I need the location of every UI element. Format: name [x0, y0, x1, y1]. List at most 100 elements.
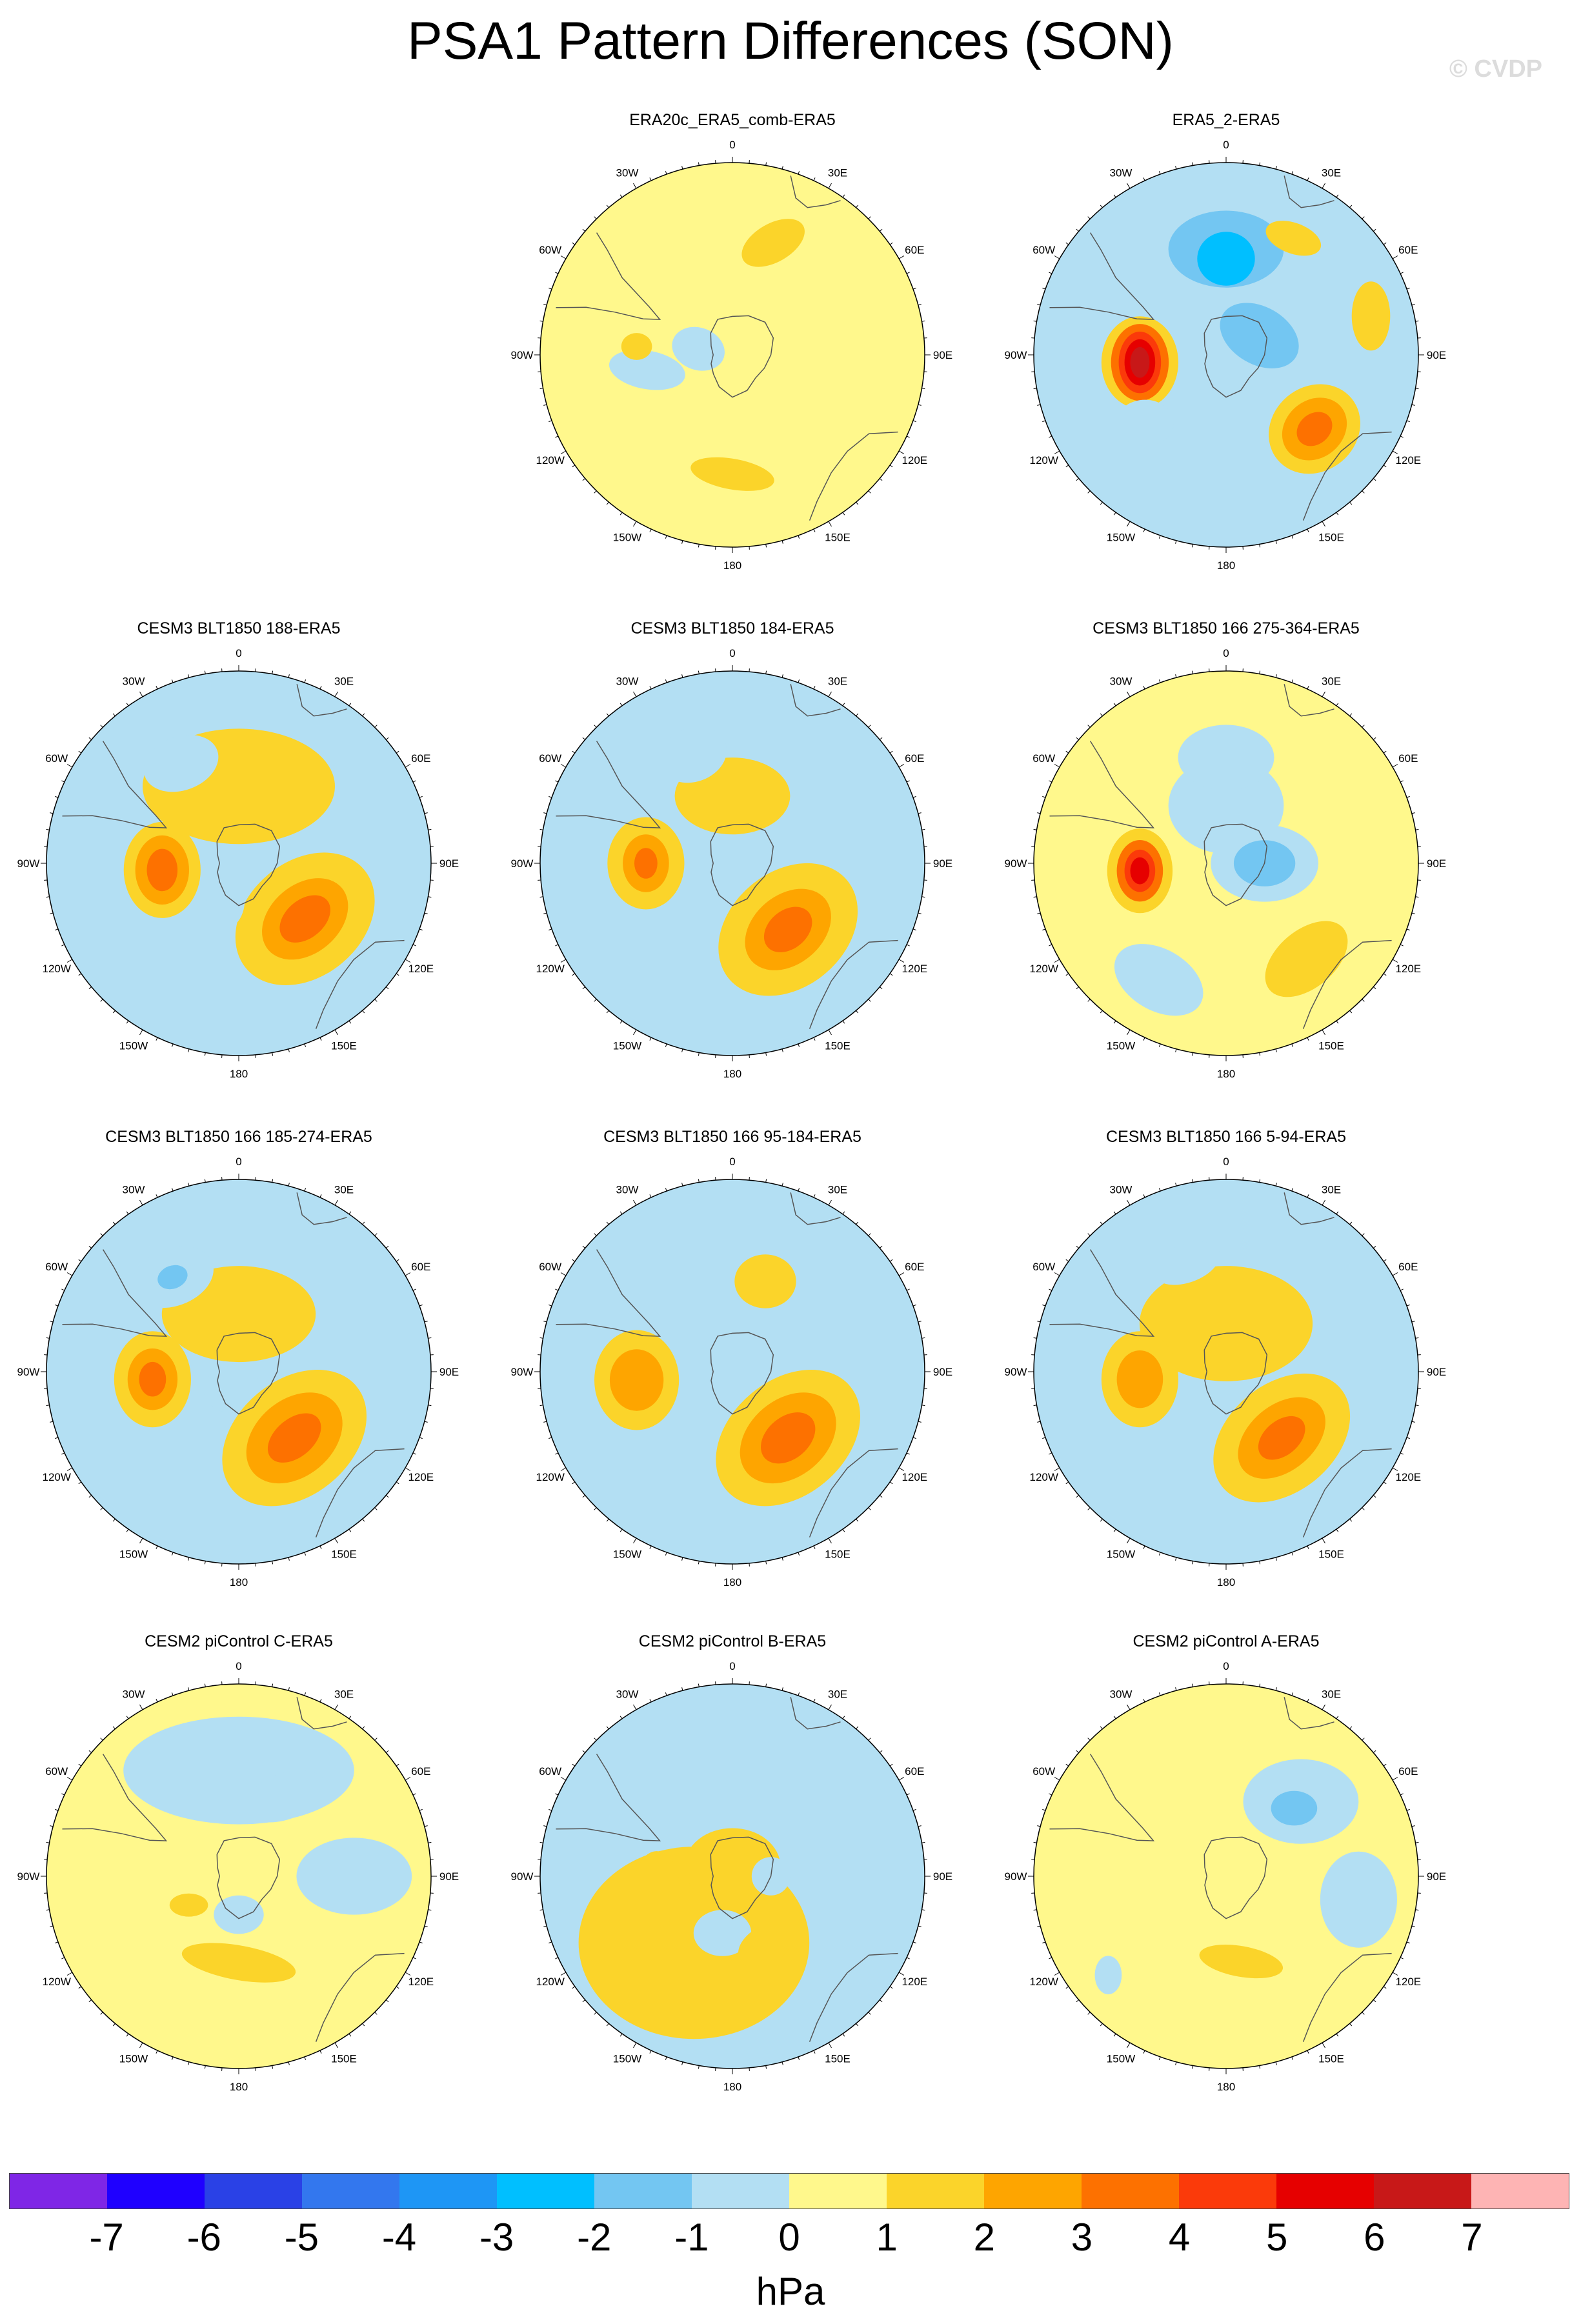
- longitude-label: 150W: [1107, 2052, 1135, 2065]
- longitude-tick: [1383, 1481, 1387, 1485]
- longitude-tick: [918, 912, 921, 914]
- longitude-tick: [385, 737, 389, 740]
- longitude-tick: [66, 1467, 73, 1471]
- longitude-tick: [856, 1221, 859, 1225]
- longitude-tick: [55, 1437, 59, 1439]
- longitude-tick: [100, 1738, 103, 1741]
- longitude-label: 90E: [933, 349, 952, 361]
- longitude-tick: [879, 1245, 883, 1248]
- longitude-tick: [879, 1750, 883, 1753]
- longitude-label: 60W: [539, 1765, 561, 1778]
- longitude-tick: [1143, 2050, 1145, 2054]
- longitude-tick: [549, 928, 552, 931]
- longitude-tick: [139, 2042, 143, 2049]
- polar-map: 0 30E 60E 90E 120E 150E 180 150W 120W 90W 60W 30W: [17, 1156, 459, 1588]
- longitude-label: 30W: [1110, 167, 1133, 179]
- longitude-tick: [1406, 1304, 1410, 1307]
- longitude-tick: [889, 1481, 893, 1485]
- longitude-tick: [1033, 1405, 1037, 1407]
- longitude-tick: [1411, 1925, 1415, 1927]
- longitude-tick: [813, 2050, 816, 2054]
- longitude-tick: [856, 1010, 859, 1014]
- longitude-tick: [1076, 1495, 1080, 1498]
- longitude-tick: [1191, 1561, 1193, 1565]
- colorbar-cell: [399, 2174, 497, 2209]
- colorbar-cell: [984, 2174, 1082, 2209]
- longitude-tick: [1349, 713, 1353, 717]
- longitude-tick: [139, 691, 143, 697]
- longitude-tick: [1037, 1825, 1041, 1827]
- africa-coastline: [1284, 1697, 1334, 1730]
- longitude-tick: [1400, 1957, 1404, 1959]
- australia-coastline: [809, 431, 898, 521]
- map-panel: CESM3 BLT1850 184-ERA5 0 30E 60E 90E 120E 150E…: [494, 618, 971, 1108]
- polar-map: 0 30E 60E 90E 120E 150E 180 150W 120W 90W 60W 30W: [511, 139, 953, 572]
- colorbar-tick-label: 5: [1265, 2216, 1288, 2259]
- positive-anomaly-contour: [609, 1349, 664, 1411]
- longitude-tick: [66, 1972, 73, 1976]
- longitude-tick: [288, 674, 290, 678]
- longitude-tick: [1322, 1199, 1325, 1206]
- longitude-tick: [842, 512, 845, 516]
- longitude-tick: [288, 2061, 290, 2065]
- longitude-tick: [582, 1245, 586, 1248]
- longitude-tick: [319, 1545, 322, 1549]
- longitude-tick: [1400, 1452, 1404, 1455]
- longitude-label: 30E: [1322, 1688, 1341, 1701]
- longitude-tick: [112, 1726, 116, 1730]
- longitude-tick: [606, 1010, 609, 1014]
- longitude-tick: [1065, 1481, 1069, 1485]
- longitude-label: 180: [1217, 2081, 1235, 2093]
- longitude-tick: [1392, 959, 1398, 963]
- longitude-tick: [765, 544, 767, 548]
- longitude-tick: [61, 1288, 65, 1291]
- longitude-tick: [649, 1545, 652, 1549]
- longitude-tick: [1127, 521, 1131, 527]
- longitude-tick: [272, 1052, 274, 1056]
- longitude-tick: [272, 670, 274, 674]
- longitude-tick: [549, 287, 552, 290]
- longitude-label: 120E: [901, 1976, 927, 1988]
- longitude-tick: [66, 959, 73, 963]
- negative-anomaly-contour: [693, 1910, 752, 1956]
- longitude-label: 30W: [1110, 1688, 1133, 1701]
- longitude-tick: [898, 764, 905, 768]
- longitude-tick: [1362, 1738, 1365, 1741]
- longitude-tick: [55, 796, 59, 798]
- longitude-tick: [396, 1763, 399, 1767]
- longitude-label: 150E: [1318, 2052, 1344, 2065]
- polar-map: 0 30E 60E 90E 120E 150E 180 150W 120W 90W 60W 30W: [511, 1660, 953, 2093]
- longitude-tick: [288, 1687, 290, 1691]
- positive-anomaly-contour: [1258, 1416, 1305, 1460]
- longitude-tick: [1127, 1704, 1131, 1710]
- panel-title: CESM2 piControl A-ERA5: [1133, 1632, 1320, 1650]
- longitude-label: 150W: [613, 531, 641, 543]
- longitude-tick: [348, 2033, 352, 2037]
- colorbar-unit: hPa: [756, 2270, 825, 2313]
- longitude-label: 60W: [1032, 244, 1055, 256]
- longitude-label: 90E: [933, 1870, 952, 1883]
- longitude-tick: [828, 1704, 832, 1710]
- longitude-tick: [633, 1704, 637, 1710]
- longitude-tick: [619, 703, 623, 706]
- longitude-tick: [868, 999, 871, 1002]
- positive-anomaly-contour: [146, 848, 178, 892]
- longitude-tick: [549, 1304, 552, 1307]
- longitude-tick: [61, 780, 65, 783]
- longitude-tick: [582, 228, 586, 232]
- longitude-label: 60W: [45, 1765, 68, 1778]
- longitude-tick: [66, 1272, 73, 1276]
- longitude-tick: [1087, 1507, 1091, 1510]
- longitude-tick: [572, 750, 576, 754]
- longitude-tick: [560, 959, 567, 963]
- longitude-tick: [649, 686, 652, 690]
- panel-title: CESM2 piControl C-ERA5: [145, 1632, 333, 1650]
- map-panel: ERA20c_ERA5_comb-ERA5 0 30E 60E 90E 120E 150E 1…: [494, 110, 971, 600]
- negative-anomaly-contour: [244, 1770, 326, 1823]
- longitude-tick: [594, 725, 597, 728]
- longitude-label: 120W: [42, 1471, 70, 1483]
- longitude-tick: [798, 171, 800, 175]
- longitude-tick: [1406, 1437, 1410, 1439]
- longitude-label: 60W: [539, 244, 561, 256]
- longitude-tick: [1349, 501, 1353, 505]
